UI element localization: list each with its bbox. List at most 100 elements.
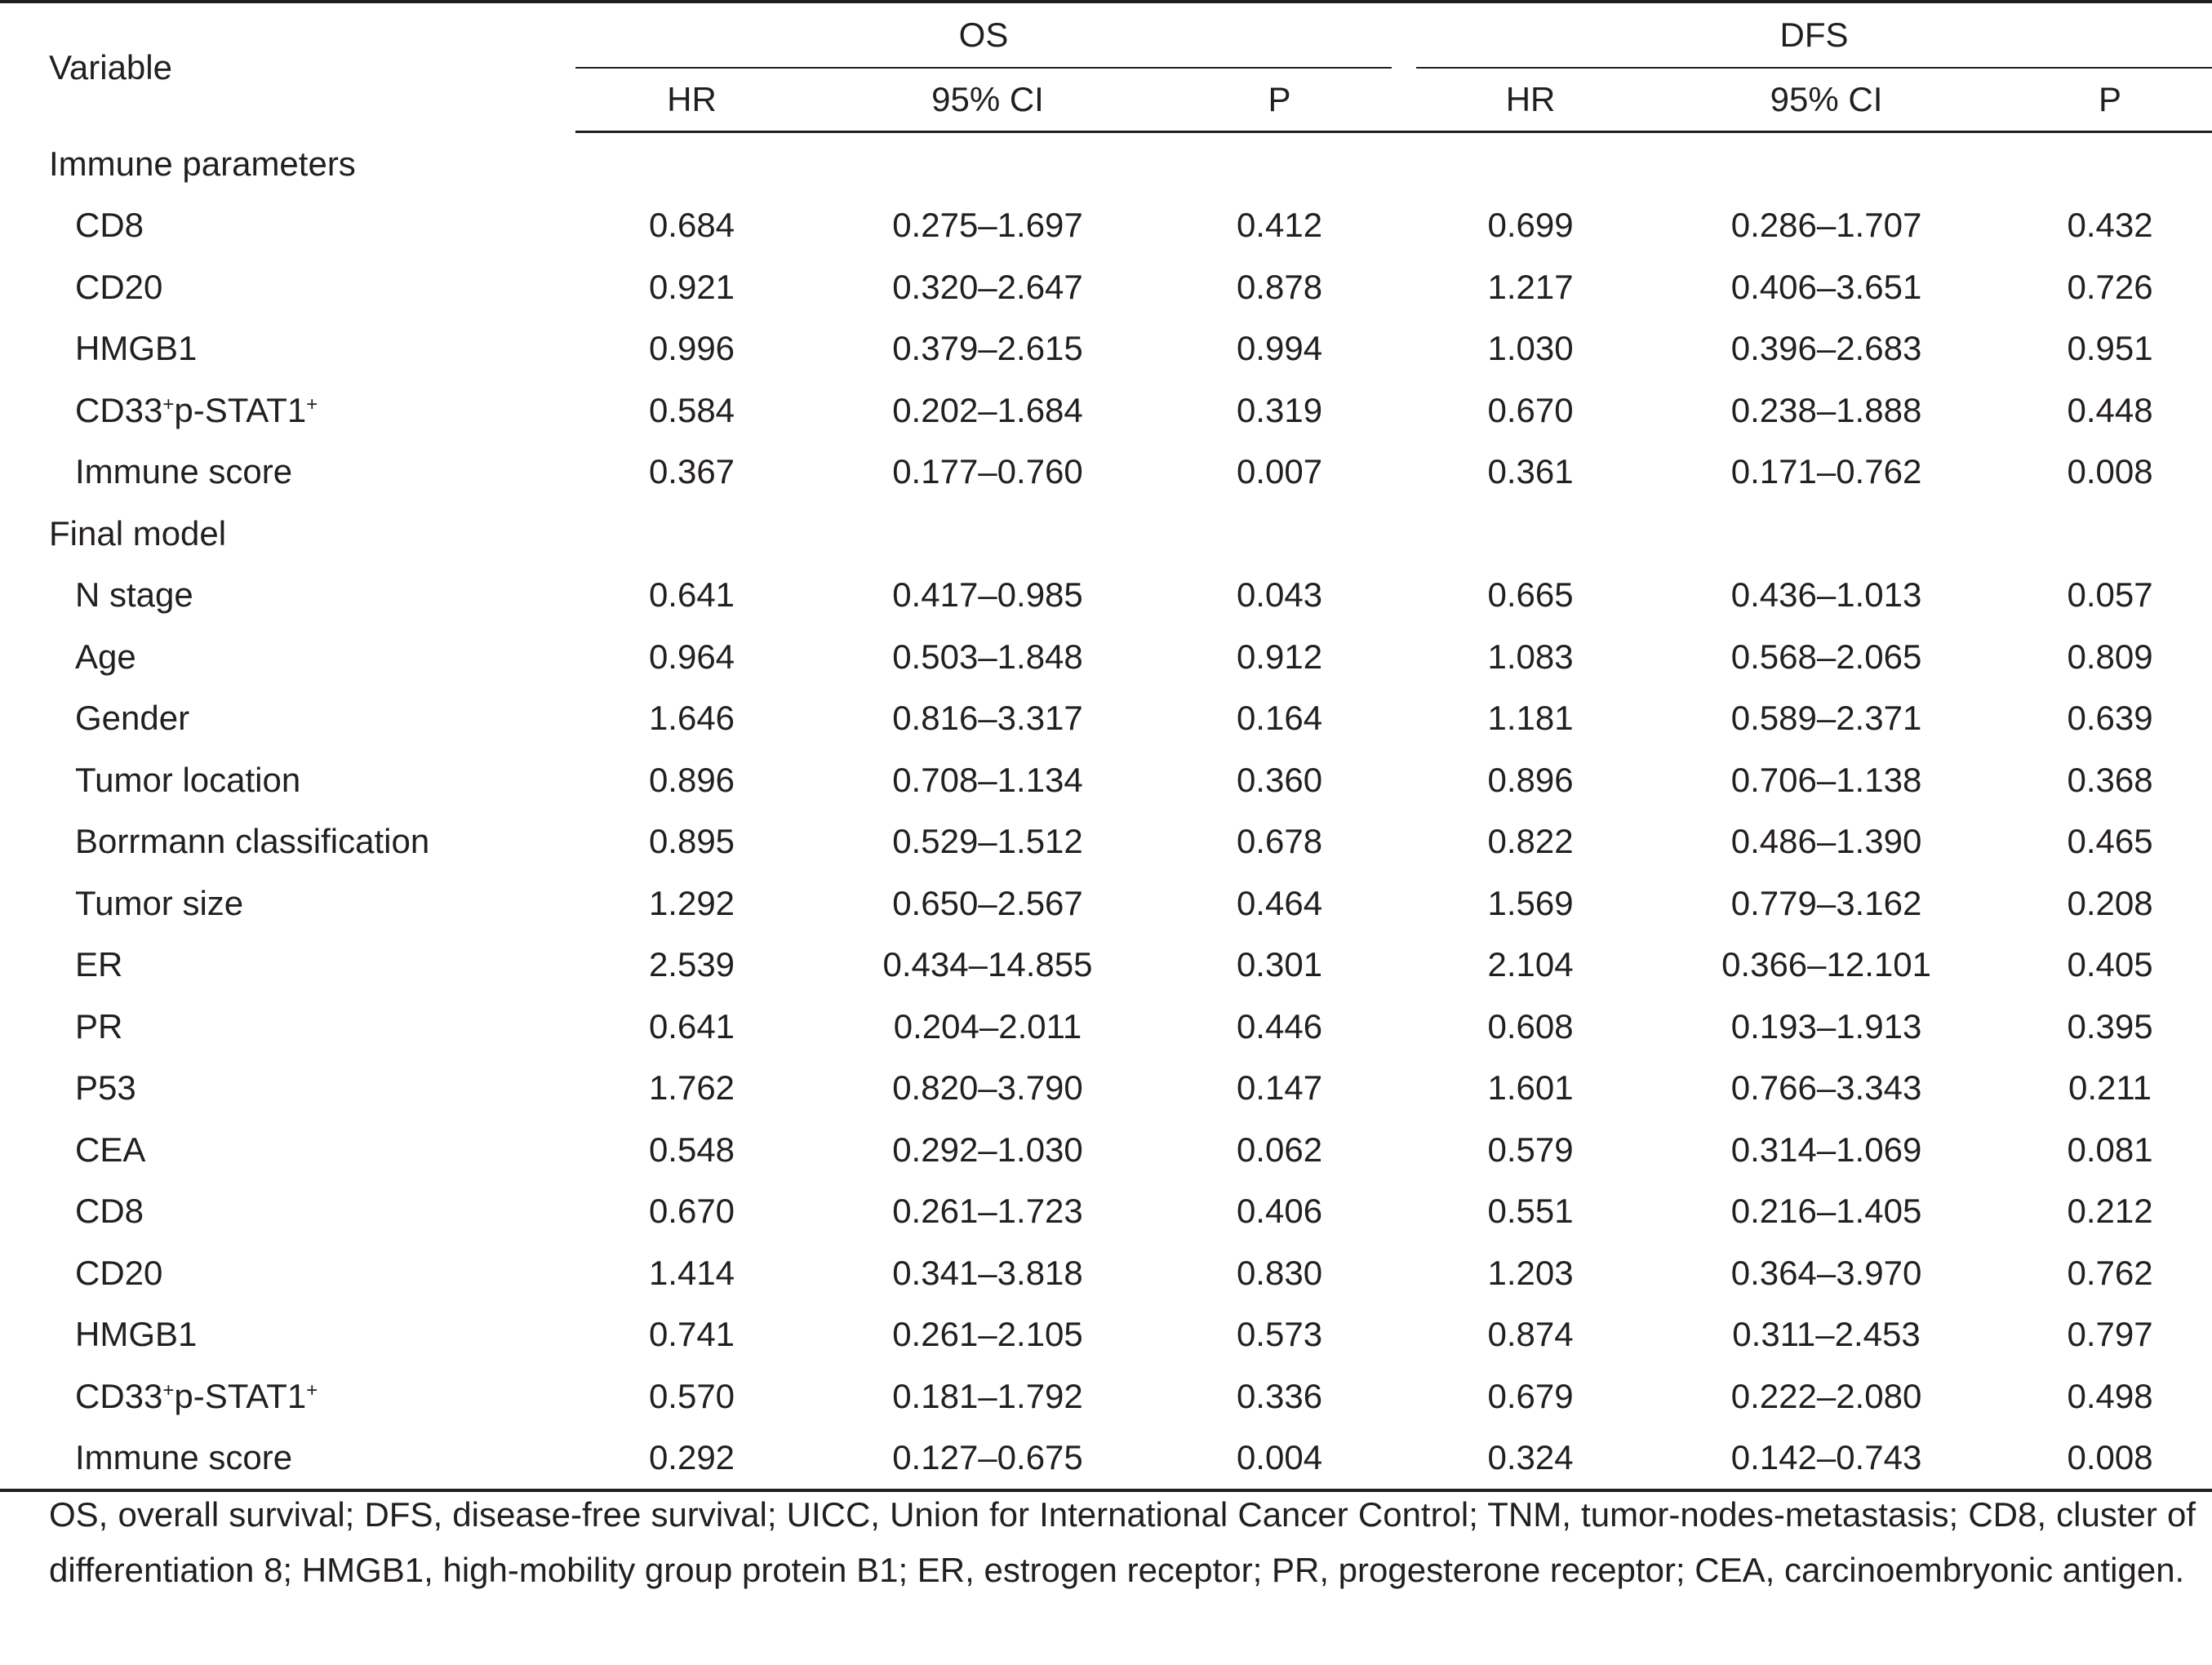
os-hr-cell: 0.921 (648, 267, 735, 306)
dfs-hr-cell: 0.608 (1487, 1006, 1574, 1046)
dfs-hr-cell: 0.551 (1487, 1192, 1574, 1231)
column-gap (1392, 565, 1416, 627)
table-row: Tumor size 1.292 0.650–2.567 0.464 1.569 0.77… (0, 872, 2212, 935)
os-ci-cell: 0.820–3.790 (892, 1068, 1083, 1108)
os-ci-header: 95% CI (808, 68, 1167, 133)
dfs-hr-cell: 1.030 (1487, 329, 1574, 368)
table-row: N stage 0.641 0.417–0.985 0.043 0.665 0.436–1… (0, 565, 2212, 627)
dfs-ci-header: 95% CI (1645, 68, 2009, 133)
column-gap (1392, 442, 1416, 504)
os-p-cell: 0.043 (1236, 575, 1323, 615)
os-p-cell: 0.912 (1236, 637, 1323, 676)
table-row: PR 0.641 0.204–2.011 0.446 0.608 0.193–1.913 0… (0, 996, 2212, 1058)
os-ci-cell: 0.434–14.855 (882, 945, 1093, 984)
column-gap (1392, 811, 1416, 873)
os-p-cell: 0.004 (1167, 1427, 1392, 1492)
label-part: CD33 (75, 390, 163, 429)
column-gap (1392, 1242, 1416, 1304)
dfs-p-cell: 0.809 (2067, 637, 2153, 676)
superscript: + (162, 1379, 175, 1401)
dfs-p-cell: 0.432 (2067, 206, 2153, 245)
row-label: CD8 (75, 1192, 144, 1231)
table-row: CD20 1.414 0.341–3.818 0.830 1.203 0.364–3.97… (0, 1242, 2212, 1304)
superscript: + (162, 393, 175, 415)
superscript: + (306, 1379, 318, 1401)
dfs-p-cell: 0.465 (2067, 822, 2153, 861)
dfs-p-cell: 0.951 (2067, 329, 2153, 368)
dfs-p-cell: 0.797 (2067, 1315, 2153, 1354)
dfs-p-cell: 0.726 (2067, 267, 2153, 306)
row-label: Gender (75, 699, 190, 738)
dfs-hr-cell: 0.665 (1487, 575, 1574, 615)
row-label: CD20 (75, 267, 163, 306)
section-title: Immune parameters (49, 144, 356, 183)
os-hr-cell: 1.292 (648, 883, 735, 922)
table-body: Immune parameters CD8 0.684 0.275–1.697 0.41… (0, 132, 2212, 1492)
table-row: CEA 0.548 0.292–1.030 0.062 0.579 0.314–1.069… (0, 1119, 2212, 1181)
dfs-hr-cell: 1.181 (1487, 699, 1574, 738)
column-gap (1392, 749, 1416, 811)
os-hr-cell: 0.548 (648, 1130, 735, 1169)
column-gap (1392, 872, 1416, 935)
row-label: HMGB1 (75, 1315, 198, 1354)
dfs-ci-cell: 0.766–3.343 (1730, 1068, 1922, 1108)
dfs-ci-cell: 0.238–1.888 (1730, 390, 1922, 429)
header-row-columns: HR 95% CI P HR 95% CI P (0, 68, 2212, 133)
row-label: Age (75, 637, 136, 676)
dfs-hr-cell: 1.217 (1487, 267, 1574, 306)
dfs-hr-cell: 0.896 (1487, 760, 1574, 799)
dfs-ci-cell: 0.779–3.162 (1730, 883, 1922, 922)
row-label: Immune score (75, 452, 293, 491)
dfs-hr-cell: 0.822 (1487, 822, 1574, 861)
os-ci-cell: 0.379–2.615 (892, 329, 1083, 368)
dfs-hr-header: HR (1416, 68, 1646, 133)
header-gap (1392, 0, 1417, 68)
dfs-hr-cell: 0.579 (1487, 1130, 1574, 1169)
column-gap (1392, 1181, 1416, 1243)
dfs-p-cell: 0.212 (2067, 1192, 2153, 1231)
os-p-cell: 0.678 (1236, 822, 1323, 861)
dfs-p-cell: 0.395 (2067, 1006, 2153, 1046)
header-gap (1392, 68, 1417, 133)
dfs-hr-cell: 0.699 (1487, 206, 1574, 245)
table-row: Tumor location 0.896 0.708–1.134 0.360 0.896… (0, 749, 2212, 811)
dfs-p-cell: 0.208 (2067, 883, 2153, 922)
os-ci-cell: 0.816–3.317 (892, 699, 1083, 738)
dfs-p-cell: 0.368 (2067, 760, 2153, 799)
row-label: Tumor size (75, 883, 244, 922)
os-hr-cell: 0.684 (648, 206, 735, 245)
os-ci-cell: 0.177–0.760 (892, 452, 1083, 491)
dfs-ci-cell: 0.311–2.453 (1732, 1315, 1921, 1354)
os-p-cell: 0.007 (1236, 452, 1323, 491)
row-label: Immune score (0, 1427, 575, 1492)
dfs-hr-cell: 0.874 (1487, 1315, 1574, 1354)
dfs-p-cell: 0.639 (2067, 699, 2153, 738)
os-hr-cell: 0.895 (648, 822, 735, 861)
dfs-group-header: DFS (1416, 0, 2212, 69)
os-hr-cell: 0.741 (648, 1315, 735, 1354)
os-p-cell: 0.062 (1236, 1130, 1323, 1169)
label-part: CD33 (75, 1376, 163, 1415)
dfs-p-header: P (2008, 68, 2212, 133)
dfs-p-cell: 0.211 (2068, 1068, 2152, 1108)
dfs-p-cell: 0.448 (2067, 390, 2153, 429)
dfs-p-cell: 0.057 (2067, 575, 2153, 615)
os-p-cell: 0.301 (1236, 945, 1323, 984)
os-p-cell: 0.464 (1236, 883, 1323, 922)
os-hr-cell: 0.996 (648, 329, 735, 368)
dfs-ci-cell: 0.193–1.913 (1730, 1006, 1922, 1046)
row-label: CD8 (75, 206, 144, 245)
os-p-cell: 0.573 (1236, 1315, 1323, 1354)
dfs-ci-cell: 0.171–0.762 (1730, 452, 1922, 491)
column-gap (1392, 688, 1416, 750)
os-hr-cell: 0.570 (648, 1376, 735, 1415)
column-gap (1392, 256, 1416, 318)
os-p-cell: 0.147 (1236, 1068, 1323, 1108)
row-label: P53 (75, 1068, 136, 1108)
os-p-header: P (1167, 68, 1392, 133)
table-row: CD20 0.921 0.320–2.647 0.878 1.217 0.406–3.65… (0, 256, 2212, 318)
os-hr-cell: 0.584 (648, 390, 735, 429)
dfs-p-cell: 0.405 (2067, 945, 2153, 984)
dfs-ci-cell: 0.589–2.371 (1730, 699, 1922, 738)
os-p-cell: 0.319 (1236, 390, 1323, 429)
